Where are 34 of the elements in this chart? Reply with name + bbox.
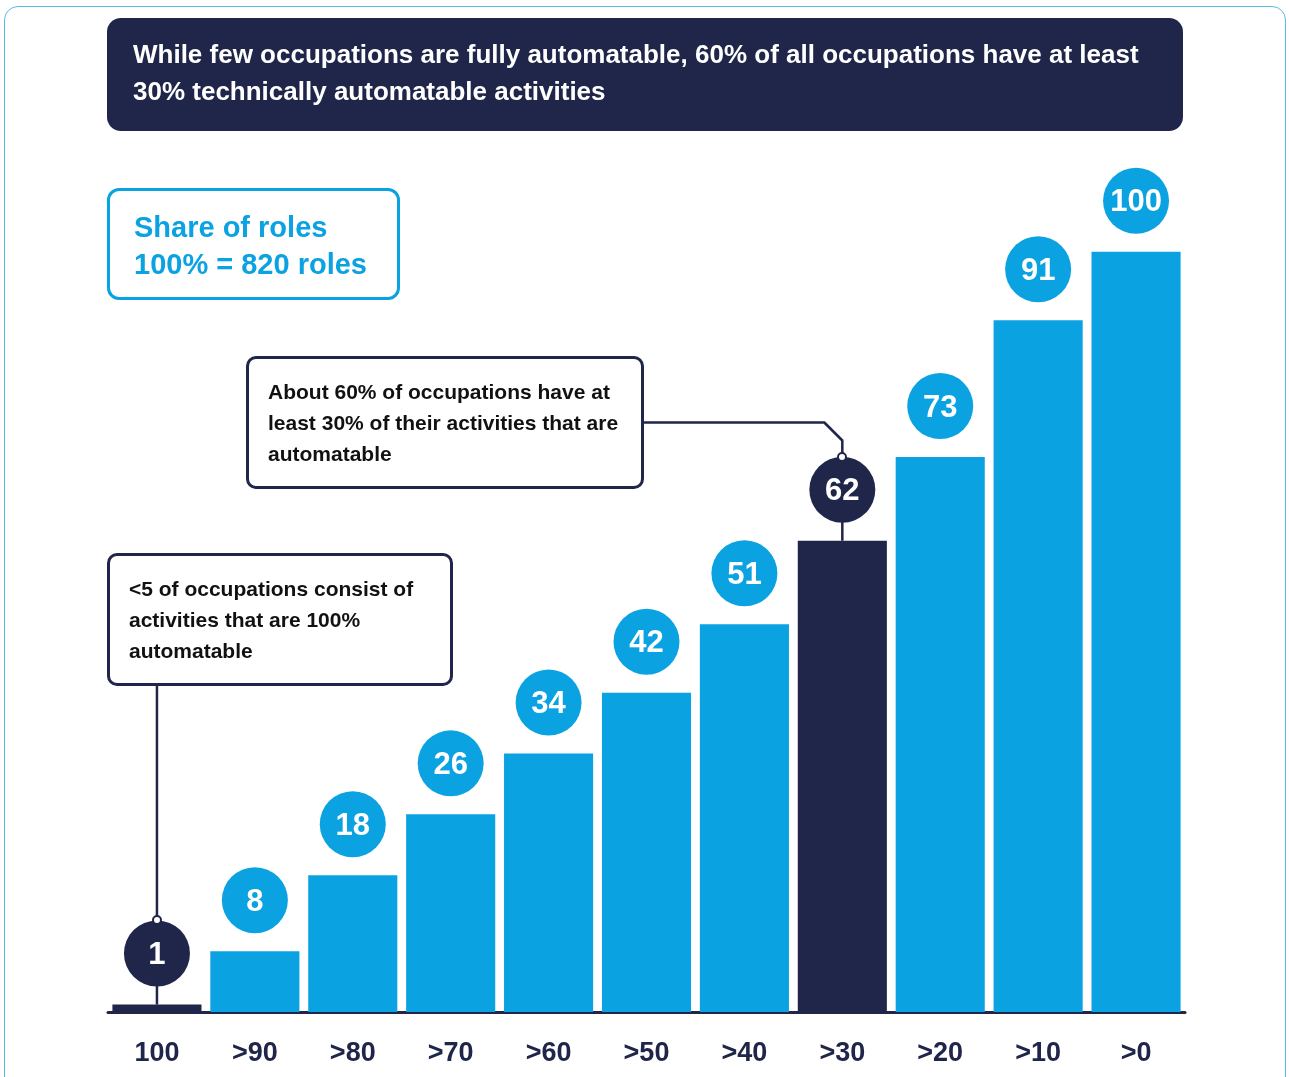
chart-title: While few occupations are fully automatable, 60% of all occupations have at least 30% technically automatable activities (107, 18, 1183, 131)
bar (406, 814, 496, 1012)
x-tick-label: >30 (819, 1036, 866, 1067)
data-label: 62 (825, 472, 860, 508)
bar (699, 624, 789, 1012)
x-tick-label: >90 (231, 1036, 278, 1067)
bar (308, 875, 398, 1012)
x-tick-label: >0 (1120, 1036, 1152, 1067)
bar (504, 753, 594, 1012)
data-label: 73 (922, 388, 958, 424)
data-label: 91 (1020, 251, 1056, 287)
bar (993, 320, 1083, 1012)
data-label: 51 (727, 555, 762, 591)
x-tick-label: 100 (134, 1036, 180, 1067)
x-tick-label: >70 (427, 1036, 474, 1067)
bar (210, 951, 300, 1012)
data-label: 1 (148, 935, 166, 971)
annotation: 100% = 820 roles (134, 247, 368, 282)
data-label: 34 (531, 685, 567, 721)
x-tick-label: >50 (623, 1036, 670, 1067)
x-tick-label: >10 (1015, 1036, 1062, 1067)
bar (895, 457, 985, 1012)
bar (1091, 251, 1181, 1012)
bar (601, 692, 692, 1012)
data-label: 26 (433, 745, 468, 781)
x-tick-label: >80 (329, 1036, 376, 1067)
x-tick-label: >40 (721, 1036, 768, 1067)
data-label: 18 (335, 806, 371, 842)
data-label: 8 (246, 882, 264, 918)
data-label: 42 (629, 624, 664, 660)
x-tick-label: >60 (525, 1036, 572, 1067)
data-label: 100 (1110, 183, 1162, 219)
chart-subtitle: Share of roles (134, 210, 329, 245)
x-tick-label: >20 (917, 1036, 964, 1067)
